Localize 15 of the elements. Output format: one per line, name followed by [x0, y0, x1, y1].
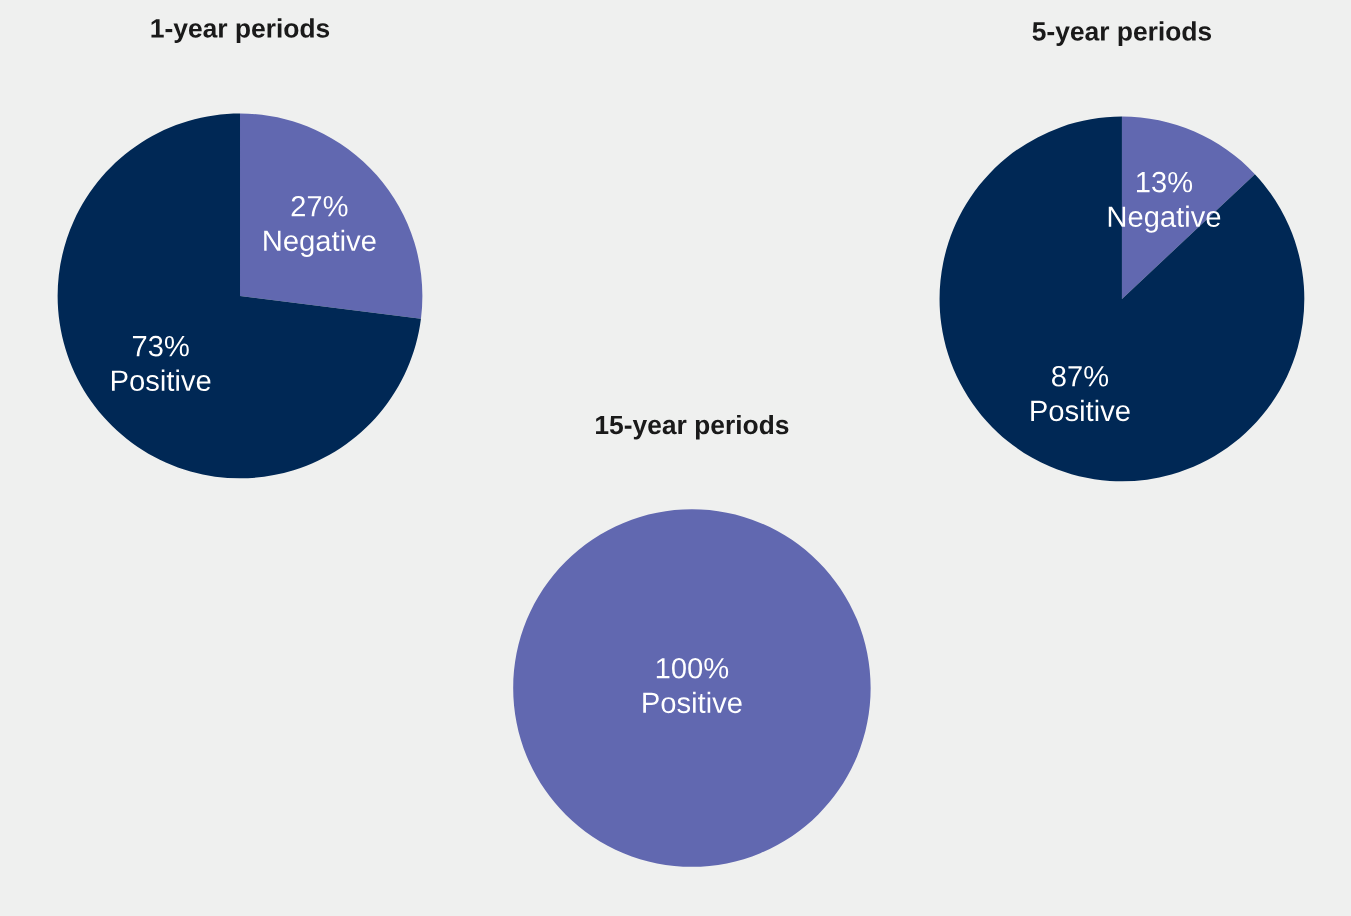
data-label: 100%: [656, 657, 729, 679]
chart-title: 15-year periods: [596, 414, 789, 440]
data-label: 27%: [291, 195, 348, 217]
pie-slice: [240, 113, 423, 319]
slice-label: Negative: [264, 229, 376, 257]
data-label: 87%: [1052, 365, 1109, 387]
data-label: 13%: [1136, 171, 1193, 193]
chart-title: 5-year periods: [1032, 21, 1212, 46]
slice-label: Positive: [643, 691, 742, 714]
slice-label: Positive: [1031, 399, 1130, 422]
pie-slice: [939, 116, 1305, 482]
data-label: 73%: [132, 335, 189, 357]
chart-title: 1-year periods: [151, 18, 330, 43]
slice-label: Positive: [111, 369, 211, 392]
pie-slice: [57, 113, 421, 479]
